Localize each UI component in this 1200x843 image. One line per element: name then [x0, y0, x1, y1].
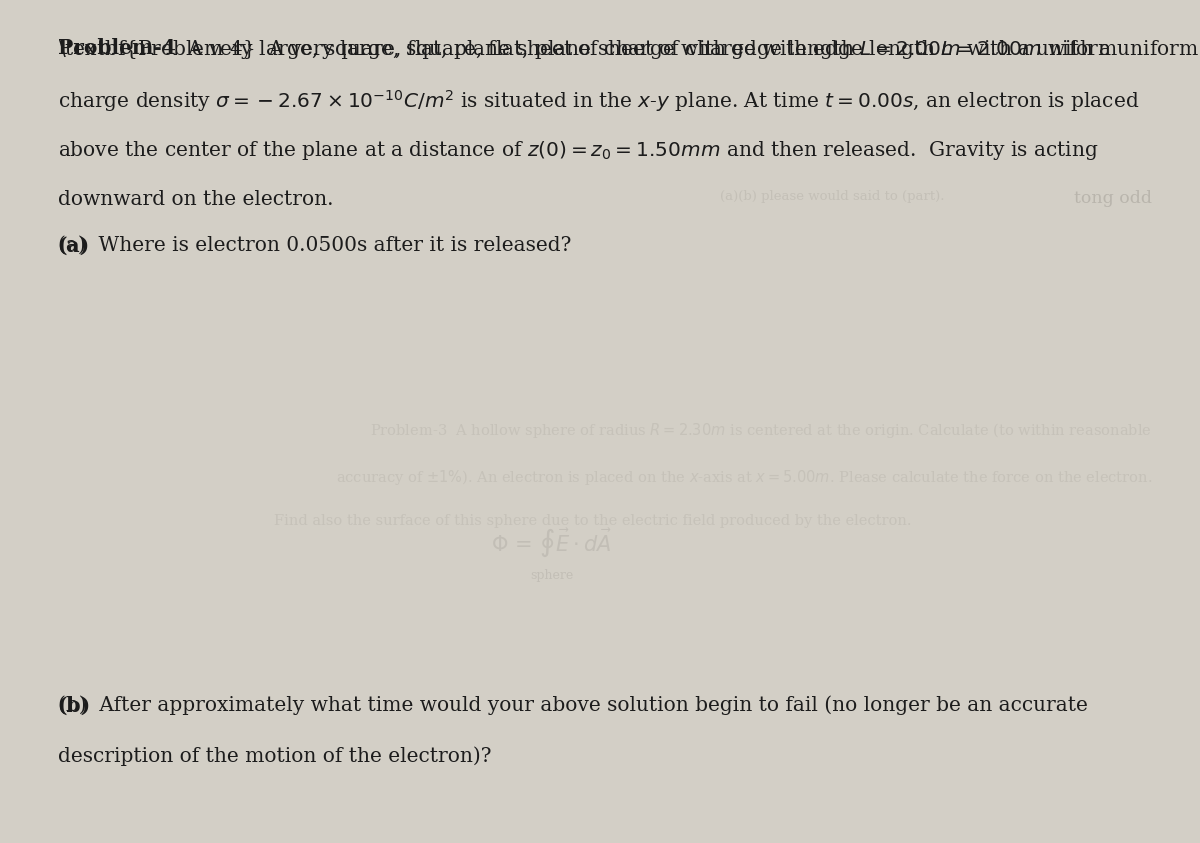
Text: tong odd: tong odd	[1074, 190, 1152, 207]
Text: (b): (b)	[58, 695, 91, 716]
Text: sphere: sphere	[530, 569, 574, 582]
Text: charge density $\sigma = -2.67 \times 10^{-10}C/m^2$ is situated in the $x$-$y$ : charge density $\sigma = -2.67 \times 10…	[58, 89, 1139, 115]
Text: \textbf{Problem-4}  A very large, square, flat, plane sheet of charge with edge : \textbf{Problem-4} A very large, square,…	[58, 38, 1199, 61]
Text: downward on the electron.: downward on the electron.	[58, 190, 334, 209]
Text: Problem-4: Problem-4	[58, 38, 175, 58]
Text: A very large, square, flat, plane sheet of charge with edge length $L = 2.00m$ w: A very large, square, flat, plane sheet …	[187, 38, 1118, 61]
Text: (a)  Where is electron 0.0500s after it is released?: (a) Where is electron 0.0500s after it i…	[58, 236, 571, 255]
Text: (a)(b) please would said to (part).: (a)(b) please would said to (part).	[720, 190, 944, 202]
Text: Find also the surface of this sphere due to the electric field produced by the e: Find also the surface of this sphere due…	[275, 514, 912, 529]
Text: (b)  After approximately what time would your above solution begin to fail (no l: (b) After approximately what time would …	[58, 695, 1087, 715]
Text: accuracy of $\pm 1\%$). An electron is placed on the $x$-axis at $x = 5.00m$. Pl: accuracy of $\pm 1\%$). An electron is p…	[336, 468, 1152, 487]
Text: $\Phi\,{=}\,\oint \vec{E}\cdot d\vec{A}$: $\Phi\,{=}\,\oint \vec{E}\cdot d\vec{A}$	[491, 527, 613, 559]
Text: above the center of the plane at a distance of $z(0) = z_0 = 1.50mm$ and then re: above the center of the plane at a dista…	[58, 139, 1098, 162]
Text: description of the motion of the electron)?: description of the motion of the electro…	[58, 746, 491, 765]
Text: (a): (a)	[58, 236, 90, 256]
Text: Problem-3  A hollow sphere of radius $R = 2.30m$ is centered at the origin. Calc: Problem-3 A hollow sphere of radius $R =…	[371, 422, 1152, 441]
